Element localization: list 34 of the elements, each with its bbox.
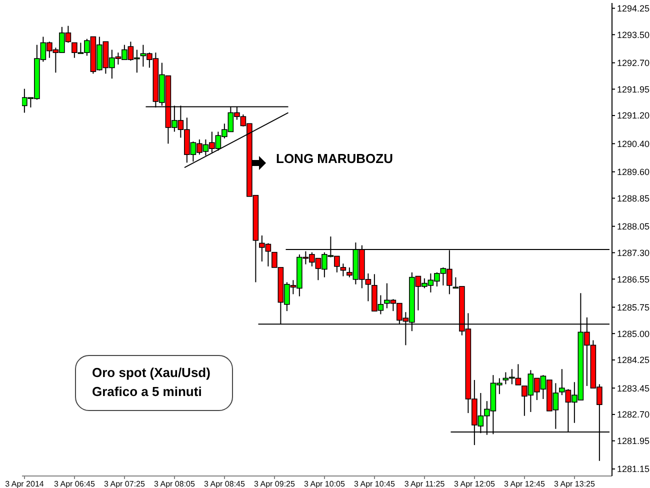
y-tick-label: 1281.15 (617, 464, 650, 474)
y-tick-label: 1290.40 (617, 138, 650, 149)
y-tick-label: 1283.45 (617, 383, 650, 394)
x-tick-label: 3 Apr 12:05 (454, 480, 496, 488)
y-tick-label: 1291.95 (617, 84, 650, 94)
annotation: LONG MARUBOZU (276, 151, 393, 166)
y-tick-label: 1289.60 (617, 167, 650, 177)
annotation: Grafico a 5 minuti (92, 384, 202, 399)
x-tick-label: 3 Apr 09:25 (254, 480, 296, 488)
x-tick-label: 3 Apr 10:05 (304, 480, 346, 488)
x-tick-label: 3 Apr 12:45 (504, 480, 546, 488)
y-tick-label: 1284.25 (617, 355, 650, 366)
y-tick-label: 1288.85 (617, 193, 650, 204)
x-tick-label: 3 Apr 08:05 (154, 480, 196, 488)
x-tick-label: 3 Apr 13:25 (554, 480, 596, 488)
x-tick-label: 3 Apr 06:45 (54, 480, 96, 488)
candlestick (340, 263, 346, 277)
x-tick-label: 3 Apr 07:25 (104, 480, 146, 488)
x-tick-label: 3 Apr 08:45 (204, 480, 246, 488)
y-tick-label: 1287.30 (617, 248, 650, 258)
y-tick-label: 1291.20 (617, 110, 650, 121)
y-tick-label: 1285.00 (617, 328, 650, 339)
y-tick-label: 1285.75 (617, 302, 650, 312)
x-tick-label: 3 Apr 10:45 (354, 480, 396, 488)
y-tick-label: 1281.95 (617, 436, 650, 446)
x-tick-label: 3 Apr 2014 (5, 480, 44, 488)
y-tick-label: 1293.50 (617, 30, 650, 40)
y-tick-label: 1294.25 (617, 3, 650, 14)
annotation: Oro spot (Xau/Usd) (92, 365, 210, 380)
y-tick-label: 1286.55 (617, 274, 650, 284)
y-tick-label: 1282.70 (617, 410, 650, 420)
y-tick-label: 1292.70 (617, 58, 650, 68)
x-tick-label: 3 Apr 11:25 (404, 480, 446, 488)
y-tick-label: 1288.05 (617, 222, 650, 232)
